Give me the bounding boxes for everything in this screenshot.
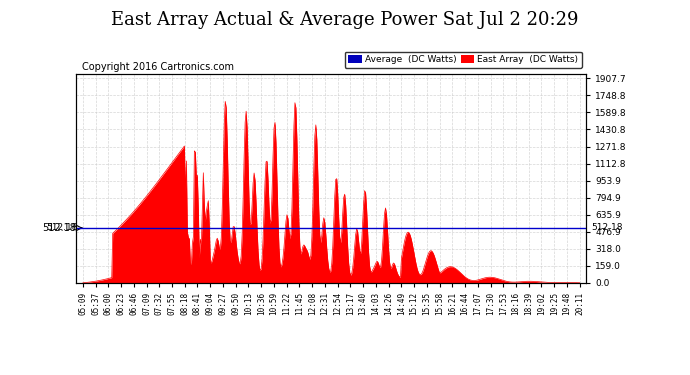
Text: 512.18: 512.18 [591,224,622,232]
Legend: Average  (DC Watts), East Array  (DC Watts): Average (DC Watts), East Array (DC Watts… [345,52,582,68]
Text: 512.18: 512.18 [46,224,77,232]
Text: East Array Actual & Average Power Sat Jul 2 20:29: East Array Actual & Average Power Sat Ju… [111,11,579,29]
Text: 512.18: 512.18 [43,223,77,233]
Text: Copyright 2016 Cartronics.com: Copyright 2016 Cartronics.com [81,62,234,72]
